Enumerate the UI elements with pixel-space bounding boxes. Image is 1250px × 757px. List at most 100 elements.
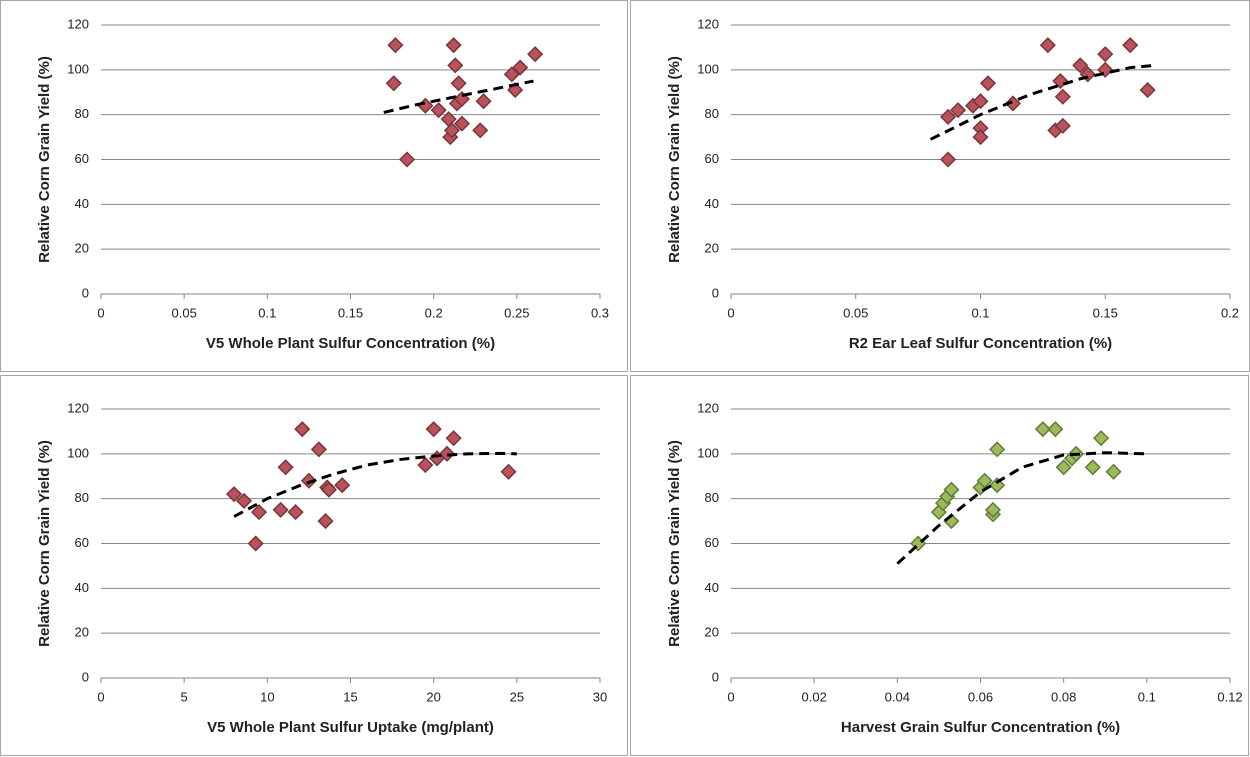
x-tick-label: 0.02: [802, 689, 827, 704]
y-tick-label: 0: [82, 669, 89, 684]
chart-panel: 0 20 40 60 80 100 120 0 5 10 15 20 25 30 V5 Whole Plan…: [0, 375, 628, 756]
y-tick-label: 40: [705, 580, 719, 595]
x-tick-label: 0.2: [1221, 305, 1239, 320]
data-point: [972, 93, 989, 110]
data-point: [226, 486, 243, 503]
trendline: [929, 63, 1156, 141]
data-point: [445, 37, 462, 54]
data-point: [320, 481, 337, 498]
data-point: [417, 456, 434, 474]
y-tick-label: 0: [712, 669, 719, 684]
y-tick-label: 40: [75, 196, 89, 211]
x-tick-label: 0: [97, 305, 104, 320]
data-point: [438, 445, 456, 462]
data-point: [250, 504, 268, 521]
trendline: [896, 451, 1147, 565]
x-tick-label: 0.1: [1138, 689, 1156, 704]
data-point: [287, 504, 304, 521]
data-point: [272, 501, 289, 518]
data-point: [443, 122, 461, 139]
x-tick-label: 0.15: [338, 305, 363, 320]
data-point: [430, 102, 447, 119]
data-point: [1072, 57, 1089, 74]
y-tick-label: 40: [705, 196, 719, 211]
data-point: [940, 108, 957, 125]
x-tick-label: 30: [593, 689, 607, 704]
panel-border: [630, 375, 1249, 756]
data-point: [385, 75, 402, 92]
x-tick-label: 0.3: [591, 305, 609, 320]
x-tick-label: 0.05: [172, 305, 197, 320]
data-point: [989, 441, 1006, 458]
y-tick-label: 0: [712, 285, 719, 300]
y-tick-label: 80: [75, 490, 89, 505]
data-point: [387, 37, 404, 54]
data-point: [1004, 95, 1021, 112]
data-point: [453, 115, 471, 132]
data-point: [247, 535, 264, 552]
panel-border: [0, 375, 628, 756]
panel-border: [630, 0, 1250, 372]
y-tick-label: 120: [697, 400, 719, 415]
y-tick-label: 60: [705, 535, 719, 550]
data-point: [1139, 81, 1156, 99]
y-tick-label: 120: [67, 400, 89, 415]
y-tick-label: 80: [75, 106, 89, 121]
data-point: [500, 463, 517, 480]
x-tick-label: 0.06: [968, 689, 993, 704]
data-point: [1084, 459, 1101, 476]
x-tick-label: 0: [727, 305, 734, 320]
data-point: [310, 441, 327, 458]
x-tick-label: 10: [260, 689, 274, 704]
y-tick-label: 60: [75, 151, 89, 166]
x-tick-label: 5: [181, 689, 188, 704]
data-point: [527, 46, 544, 63]
data-point: [472, 122, 489, 139]
x-tick-label: 0: [97, 689, 104, 704]
data-point: [1039, 37, 1056, 54]
data-point: [317, 513, 334, 530]
y-tick-label: 0: [82, 285, 89, 300]
x-tick-label: 0.2: [425, 305, 443, 320]
data-point: [1093, 430, 1110, 447]
data-point: [1097, 46, 1114, 63]
x-tick-label: 0.1: [971, 305, 989, 320]
x-tick-label: 0.04: [885, 689, 910, 704]
x-tick-label: 15: [343, 689, 357, 704]
data-point: [277, 459, 294, 476]
x-tick-label: 0.08: [1051, 689, 1076, 704]
x-tick-label: 0: [727, 689, 734, 704]
y-tick-label: 100: [697, 445, 719, 460]
data-point: [445, 430, 462, 447]
data-point: [1034, 421, 1051, 438]
x-tick-label: 25: [510, 689, 524, 704]
data-point: [1122, 37, 1139, 54]
data-point: [425, 421, 442, 438]
data-point: [447, 57, 464, 74]
y-tick-label: 60: [705, 151, 719, 166]
chart-panel: 0 20 40 60 80 100 120 0 0.02 0.04 0.06 0.08 0.1 0.12 H…: [630, 375, 1249, 756]
y-tick-label: 120: [697, 16, 719, 31]
data-point: [512, 59, 529, 76]
y-axis-title: Relative Corn Grain Yield (%): [666, 56, 683, 263]
y-tick-label: 80: [705, 490, 719, 505]
data-point: [450, 75, 467, 92]
trendline: [383, 79, 534, 114]
x-tick-label: 0.25: [504, 305, 529, 320]
data-point: [1105, 463, 1122, 480]
chart-panel: 0 20 40 60 80 100 120 0 0.05 0.1 0.15 0.2 R2 Ear Lea…: [630, 0, 1250, 372]
data-point: [949, 102, 967, 119]
data-point: [979, 75, 997, 92]
data-point: [940, 151, 957, 168]
x-tick-label: 0.15: [1093, 305, 1118, 320]
data-point: [235, 492, 253, 509]
y-tick-label: 100: [67, 61, 89, 76]
trendline: [233, 451, 517, 518]
y-tick-label: 20: [705, 625, 719, 640]
data-point: [943, 481, 960, 498]
y-tick-label: 20: [75, 241, 89, 256]
y-tick-label: 40: [75, 580, 89, 595]
chart-panel: 0 20 40 60 80 100 120 0 0.05 0.1 0.15 0.2 0.25 0.3 V5 …: [0, 0, 628, 372]
x-axis-title: R2 Ear Leaf Sulfur Concentration (%): [849, 335, 1112, 352]
